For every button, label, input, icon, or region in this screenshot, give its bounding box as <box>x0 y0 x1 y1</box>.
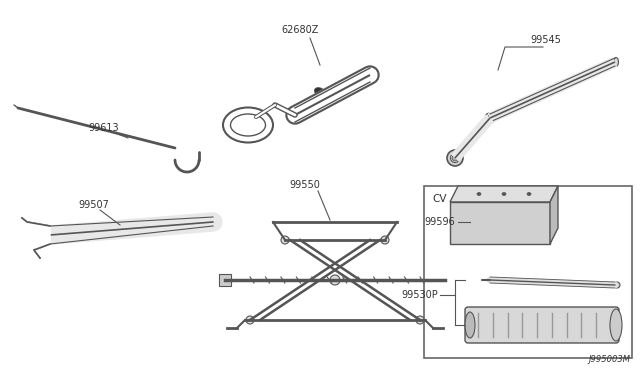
Ellipse shape <box>246 316 254 324</box>
Ellipse shape <box>447 150 463 166</box>
Ellipse shape <box>368 68 378 82</box>
Text: CV: CV <box>432 194 447 204</box>
Text: 99596: 99596 <box>424 217 455 227</box>
Text: 99613: 99613 <box>88 123 118 133</box>
Ellipse shape <box>610 309 622 341</box>
Polygon shape <box>450 202 550 244</box>
Ellipse shape <box>381 236 389 244</box>
Ellipse shape <box>230 114 266 136</box>
Bar <box>439 274 451 286</box>
Ellipse shape <box>465 312 475 338</box>
Ellipse shape <box>110 229 120 235</box>
Ellipse shape <box>614 58 618 67</box>
Text: 99530P: 99530P <box>401 290 438 300</box>
Polygon shape <box>450 186 558 202</box>
Ellipse shape <box>147 226 154 230</box>
Polygon shape <box>550 186 558 244</box>
Ellipse shape <box>488 115 493 121</box>
Ellipse shape <box>330 275 340 285</box>
Polygon shape <box>22 218 50 258</box>
Ellipse shape <box>527 192 531 196</box>
FancyBboxPatch shape <box>465 307 619 343</box>
Ellipse shape <box>485 113 495 123</box>
Ellipse shape <box>452 155 458 161</box>
Text: 62680Z: 62680Z <box>282 25 319 35</box>
Ellipse shape <box>614 282 620 288</box>
Ellipse shape <box>314 87 326 96</box>
Ellipse shape <box>477 192 481 196</box>
Bar <box>424 186 632 358</box>
Text: 99545: 99545 <box>530 35 561 45</box>
Ellipse shape <box>502 192 506 196</box>
Text: 99550: 99550 <box>289 180 321 190</box>
Bar <box>219 274 231 286</box>
Ellipse shape <box>281 236 289 244</box>
Text: J995003M: J995003M <box>588 355 630 364</box>
Ellipse shape <box>451 154 460 163</box>
Text: 99507: 99507 <box>78 200 109 210</box>
Ellipse shape <box>416 316 424 324</box>
